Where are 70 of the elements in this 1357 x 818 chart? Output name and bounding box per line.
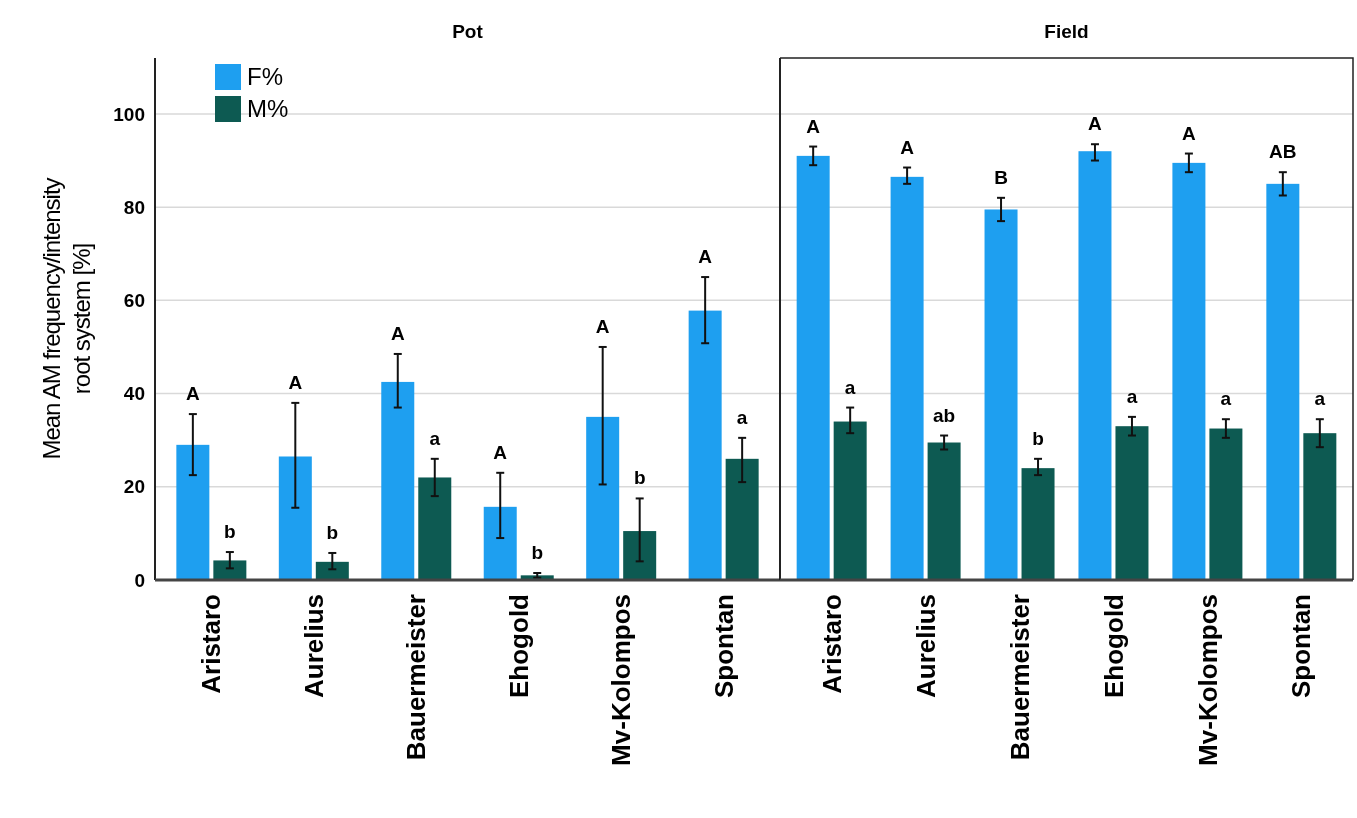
bar [315,561,349,580]
y-axis-title: Mean AM frequency/intensity root system [%] [38,177,95,460]
annotation: a [844,376,856,398]
x-tick-label: Ehogold [503,594,534,698]
annotation: A [1088,113,1103,135]
annotation: A [595,315,610,337]
bar [418,477,452,580]
annotation: A [698,246,713,268]
annotation: A [806,115,821,137]
y-tick-label: 40 [123,383,145,405]
bar [278,456,312,580]
bar [381,381,415,580]
x-tick-label: Aurelius [298,594,329,699]
bar [927,442,961,580]
chart-title: Pot [452,21,484,42]
annotation: AB [1269,141,1297,163]
annotation: ab [933,404,956,426]
bar [890,176,924,580]
bar [984,209,1018,580]
annotation: a [736,406,748,428]
x-tick-label: Aristaro [816,594,847,694]
y-tick-label: 80 [123,196,145,218]
bar [213,560,247,580]
annotation: b [531,542,544,564]
x-tick-label: Aurelius [910,594,941,699]
annotation: A [390,322,405,344]
x-tick-label: Mv-Kolompos [1192,594,1223,766]
y-tick-label: 100 [113,103,145,125]
bar [833,421,867,580]
x-tick-label: Mv-Kolompos [606,594,637,766]
annotation: A [185,383,200,405]
bar [483,506,517,580]
x-tick-label: Spontan [1286,594,1317,698]
annotation: A [1182,122,1197,144]
y-tick-label: 20 [123,476,145,498]
bar [1209,428,1243,580]
annotation: a [1220,388,1232,410]
bar [1115,426,1149,580]
bar [623,531,657,580]
y-tick-label: 0 [134,569,145,591]
bar [1172,162,1206,580]
y-tick-label: 60 [123,290,145,312]
x-tick-label: Aristaro [196,594,227,694]
bar [1303,433,1337,580]
bar [688,310,722,580]
annotation: a [429,427,441,449]
bar [176,444,210,580]
x-tick-label: Spontan [708,594,739,698]
bar [725,458,759,580]
x-tick-label: Ehogold [1098,594,1129,698]
bar [1266,183,1300,580]
annotation: b [633,467,646,489]
annotation: b [326,521,339,543]
legend-label: F% [247,63,283,91]
annotation: A [493,441,508,463]
x-tick-label: Bauermeister [401,594,432,761]
annotation: b [1032,427,1044,449]
annotation: a [1126,385,1138,407]
bar [586,416,620,580]
annotation: B [994,166,1008,188]
annotation: a [1314,388,1326,410]
bar [796,155,830,580]
bar [1021,468,1055,580]
legend-label: M% [247,95,289,123]
annotation: A [288,371,303,393]
annotation: b [224,521,236,543]
bar [1078,151,1112,580]
annotation: A [900,136,915,158]
chart-title: Field [1044,21,1089,42]
x-tick-label: Bauermeister [1004,594,1035,761]
